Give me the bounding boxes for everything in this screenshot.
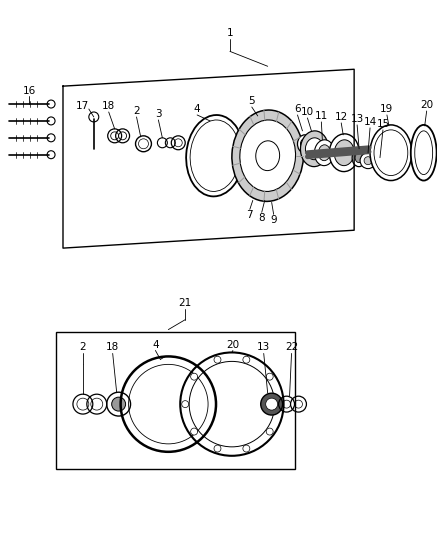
Text: 8: 8: [258, 213, 265, 223]
Ellipse shape: [256, 141, 279, 171]
Circle shape: [214, 356, 221, 363]
Text: 12: 12: [335, 112, 348, 122]
Ellipse shape: [355, 153, 363, 163]
Ellipse shape: [314, 140, 334, 166]
Text: 13: 13: [350, 114, 364, 124]
Text: 4: 4: [152, 340, 159, 350]
Ellipse shape: [300, 139, 308, 149]
Circle shape: [275, 401, 282, 408]
Circle shape: [266, 428, 273, 435]
Ellipse shape: [411, 125, 437, 181]
Text: 22: 22: [285, 343, 298, 352]
Text: 14: 14: [364, 117, 377, 127]
Circle shape: [191, 428, 198, 435]
Circle shape: [182, 401, 189, 408]
Ellipse shape: [352, 149, 366, 167]
Circle shape: [243, 445, 250, 452]
Text: 11: 11: [315, 111, 328, 121]
Text: 15: 15: [376, 119, 389, 129]
Text: 1: 1: [226, 28, 233, 38]
Text: 18: 18: [106, 343, 119, 352]
Text: 19: 19: [380, 104, 394, 114]
Text: 13: 13: [257, 343, 270, 352]
Text: 2: 2: [80, 343, 86, 352]
Circle shape: [364, 157, 372, 165]
Ellipse shape: [240, 120, 296, 191]
Text: 17: 17: [76, 101, 89, 111]
Circle shape: [360, 153, 376, 168]
Text: 4: 4: [194, 104, 201, 114]
Circle shape: [112, 397, 126, 411]
Text: 9: 9: [270, 215, 277, 225]
Text: 16: 16: [23, 86, 36, 96]
Text: 18: 18: [102, 101, 115, 111]
Ellipse shape: [305, 138, 323, 160]
Circle shape: [243, 356, 250, 363]
Text: 5: 5: [248, 96, 255, 106]
Text: 10: 10: [301, 107, 314, 117]
Circle shape: [266, 398, 278, 410]
Ellipse shape: [297, 135, 311, 153]
Text: 6: 6: [294, 104, 301, 114]
Text: 21: 21: [179, 298, 192, 308]
Text: 20: 20: [420, 100, 433, 110]
Ellipse shape: [232, 110, 304, 201]
Circle shape: [191, 373, 198, 380]
Text: 2: 2: [133, 106, 140, 116]
Ellipse shape: [370, 125, 412, 181]
Ellipse shape: [318, 145, 330, 160]
Text: 7: 7: [247, 211, 253, 220]
Text: 3: 3: [155, 109, 162, 119]
Ellipse shape: [329, 134, 359, 172]
Circle shape: [266, 373, 273, 380]
Circle shape: [214, 445, 221, 452]
Circle shape: [261, 393, 283, 415]
Ellipse shape: [334, 140, 354, 166]
Ellipse shape: [300, 131, 328, 167]
Text: 20: 20: [226, 340, 240, 350]
Bar: [56, 332, 294, 469]
